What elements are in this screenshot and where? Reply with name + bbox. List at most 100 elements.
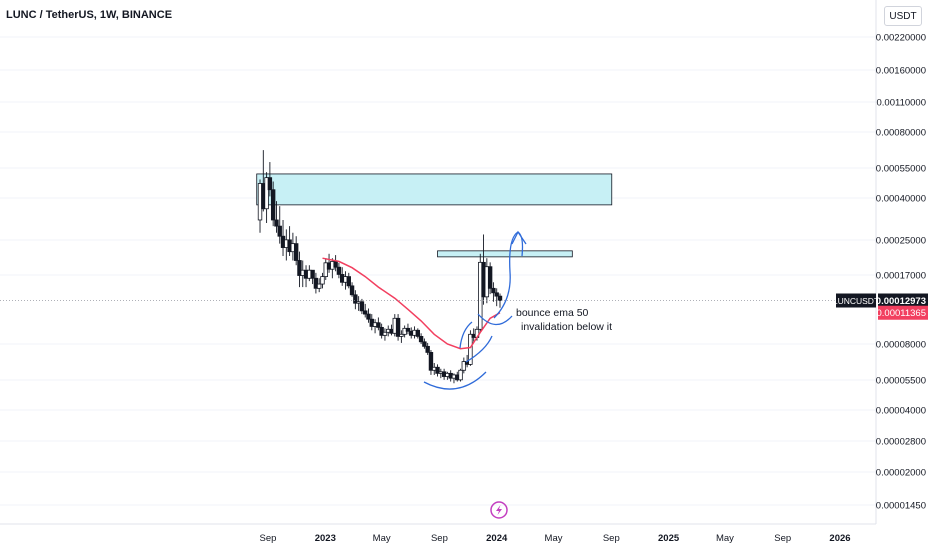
candle-body [415,329,421,337]
candle [363,303,368,318]
candle [346,272,351,289]
candle [366,308,371,323]
candle-body [487,266,493,289]
candle [264,172,269,224]
candle [359,298,365,315]
resistance-zone [256,173,613,206]
candle-body [353,294,358,304]
candle-body [468,333,473,365]
price-tag-value: 0.00012973 [876,296,926,307]
candle-body [323,262,328,278]
target-zone [437,250,573,258]
candle [458,368,463,382]
candle-body [435,366,440,374]
candle-body [270,189,276,221]
candle [376,317,381,331]
candle [497,293,503,308]
candle-body [349,285,355,296]
y-tick-label: 0.00001450 [876,501,926,512]
candle [379,323,384,339]
candle [274,201,279,233]
annotation-bounce: bounce ema 50 [516,307,589,319]
candle [415,328,421,339]
x-tick-label: May [545,533,563,544]
y-tick-label: 0.00002800 [876,437,926,448]
candle-body [366,313,371,320]
candle [267,162,273,197]
candle-body [346,276,351,287]
candle-body [458,369,463,381]
x-tick-label: 2024 [486,533,508,544]
candle-body [418,335,424,343]
candle [320,272,325,289]
ema-line [322,257,501,350]
candle [422,338,427,349]
candle-body [297,260,302,276]
x-tick-label: 2025 [658,533,680,544]
x-tick-label: May [716,533,734,544]
symbol-tag-text: LUNCUSDT [833,296,879,306]
x-tick-label: Sep [603,533,620,544]
x-tick-label: May [373,533,391,544]
candle [316,278,322,293]
candle-body [491,287,496,294]
ema-price-label: 0.00011365 [877,305,928,320]
candle [494,288,499,307]
candle-body [333,261,338,268]
annotation-invalidation: invalidation below it [521,321,612,333]
candles [257,150,503,384]
candle-body [376,322,381,328]
candle-body [428,352,434,371]
y-tick-label: 0.00025000 [876,236,926,247]
candle [395,314,401,341]
y-tick-label: 0.00040000 [876,194,926,205]
candle [280,219,286,256]
candle [349,282,355,297]
candle [425,342,430,355]
candle-body [316,283,322,289]
y-tick-label: 0.00080000 [876,128,926,139]
candle-body [293,243,299,261]
y-axis[interactable]: 0.00220000 0.00160000 0.00110000 0.00080000… [875,0,927,524]
candle [435,364,440,377]
candle-body [359,301,365,312]
candle-body [405,327,411,332]
candle [313,272,319,294]
y-tick-label: 0.00110000 [877,98,927,109]
candle [487,262,493,295]
candle [293,236,299,266]
candle-body [320,276,325,285]
x-tick-label: Sep [431,533,448,544]
ema-tag [878,305,928,320]
candle [405,323,411,335]
lightning-bolt-icon[interactable] [490,501,508,519]
zones [256,173,613,258]
candle [336,262,342,279]
candle [428,349,434,375]
currency-button[interactable]: USDT [884,6,922,26]
projection-drawing [493,231,524,319]
x-axis[interactable]: Sep 2023 May Sep 2024 May Sep 2025 May Sep 2026 [0,523,876,544]
candle-body [274,219,279,227]
chart-title: LUNC / TetherUS, 1W, BINANCE [6,9,173,21]
arrowhead-drawing [511,230,527,245]
candle [353,290,358,310]
x-tick-label: Sep [260,533,277,544]
candle-body [264,177,269,210]
y-tick-label: 0.00008000 [876,340,926,351]
candle [491,282,496,302]
y-tick-label: 0.00017000 [876,271,926,282]
candle-body [382,331,388,336]
x-tick-label: Sep [774,533,791,544]
candle-body [363,310,368,315]
candle-body [379,326,384,336]
hand-drawings [423,230,527,390]
y-tick-label: 0.00160000 [876,66,926,77]
candle-body [313,277,319,289]
y-tick-label: 0.00220000 [876,33,926,44]
candle [270,181,276,227]
bounce-curve-drawing [477,313,513,326]
symbol-tag [836,293,876,308]
